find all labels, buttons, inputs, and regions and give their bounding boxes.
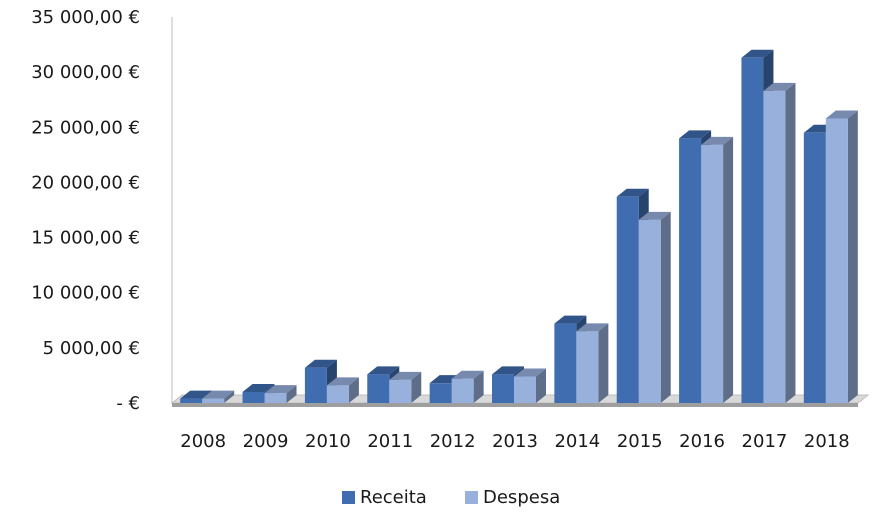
legend-swatch [342,491,355,504]
bar-despesa-2013 [514,368,546,403]
bar-side [348,377,359,403]
legend: Receita Despesa [342,487,560,508]
y-tick-label: 15 000,00 € [31,228,140,249]
bar-side [411,371,422,403]
bar-top [367,366,400,375]
bar-front [514,376,536,403]
x-tick-labels: 2008 2009 2010 2011 2012 2013 2014 2015 2016 2017… [180,431,849,452]
x-tick-label: 2008 [180,431,226,452]
y-tick-label: 35 000,00 € [31,7,140,28]
y-tick-label: 30 000,00 € [31,62,140,83]
x-tick-label: 2009 [243,431,289,452]
bar-despesa-2016 [701,136,734,403]
legend-item-receita: Receita [342,487,427,508]
bar-despesa-2011 [389,371,422,403]
x-tick-label: 2014 [554,431,600,452]
bar-front [264,393,287,403]
bar-top [554,315,587,324]
x-tick-label: 2015 [617,431,663,452]
bar-front [242,391,265,403]
bar-front [202,398,225,403]
bar-top [576,323,609,332]
y-tick-label: 20 000,00 € [31,172,140,193]
y-tick-label: 10 000,00 € [31,283,140,304]
bar-side [660,211,671,403]
bar-front [701,144,724,403]
bar-front [451,378,474,403]
y-tick-label: 25 000,00 € [31,117,140,138]
bar-top [763,82,796,91]
bar-top [304,359,337,368]
bar-front [492,374,514,403]
x-tick-label: 2016 [679,431,725,452]
y-tick-label: 5 000,00 € [43,338,140,359]
bar-despesa-2009 [264,385,297,403]
bars [180,49,858,404]
bar-top [514,368,546,377]
bar-despesa-2012 [451,370,484,403]
bar-front [554,323,577,403]
bar-top [389,371,422,380]
bar-top [825,110,858,119]
bar-top [326,377,359,386]
bar-top [741,49,774,58]
bar-side [473,370,484,403]
legend-swatch [465,491,478,504]
bar-top [242,383,275,392]
bar-top [679,130,712,139]
legend-label: Despesa [483,487,560,508]
bar-front [576,331,599,403]
bar-front [741,57,764,403]
x-tick-label: 2017 [742,431,788,452]
x-tick-label: 2012 [430,431,476,452]
bar-despesa-2008 [202,390,235,403]
bar-top [492,366,524,375]
bar-side [286,385,297,403]
bar-top [202,390,235,399]
bar-front [803,132,826,404]
y-tick-labels: - € 5 000,00 € 10 000,00 € 15 000,00 € 20 00… [31,7,140,414]
bar-front [825,118,848,403]
bar-side [224,390,235,403]
bar-despesa-2015 [638,211,671,403]
x-tick-label: 2018 [804,431,850,452]
bar-side [723,136,734,403]
bar-top [264,385,297,394]
x-tick-label: 2013 [492,431,538,452]
bar-side [536,368,546,403]
bar-despesa-2014 [576,323,609,403]
bar-side [785,82,796,404]
bar-top [616,188,649,197]
bar-despesa-2018 [825,110,858,403]
bar-front [304,367,327,403]
legend-item-despesa: Despesa [465,487,560,508]
bar-front [679,138,702,404]
bar-front [763,90,786,404]
legend-label: Receita [360,487,427,508]
bar-front [638,219,661,403]
bar-despesa-2017 [763,82,796,404]
bar-front [367,374,390,403]
bar-side [598,323,609,403]
x-tick-label: 2011 [367,431,413,452]
bar-despesa-2010 [326,377,359,403]
bar-top [451,370,484,379]
bar-front [389,379,412,403]
floor-edge [172,403,858,407]
bar-top [180,390,213,399]
bar-side [847,110,858,403]
bar-front [429,383,452,403]
bar-front [180,398,203,403]
bar-front [616,196,639,403]
x-tick-label: 2010 [305,431,351,452]
y-tick-label: - € [116,393,140,414]
bar-top [701,136,734,145]
bar-front [326,385,349,403]
bar-top [638,211,671,220]
